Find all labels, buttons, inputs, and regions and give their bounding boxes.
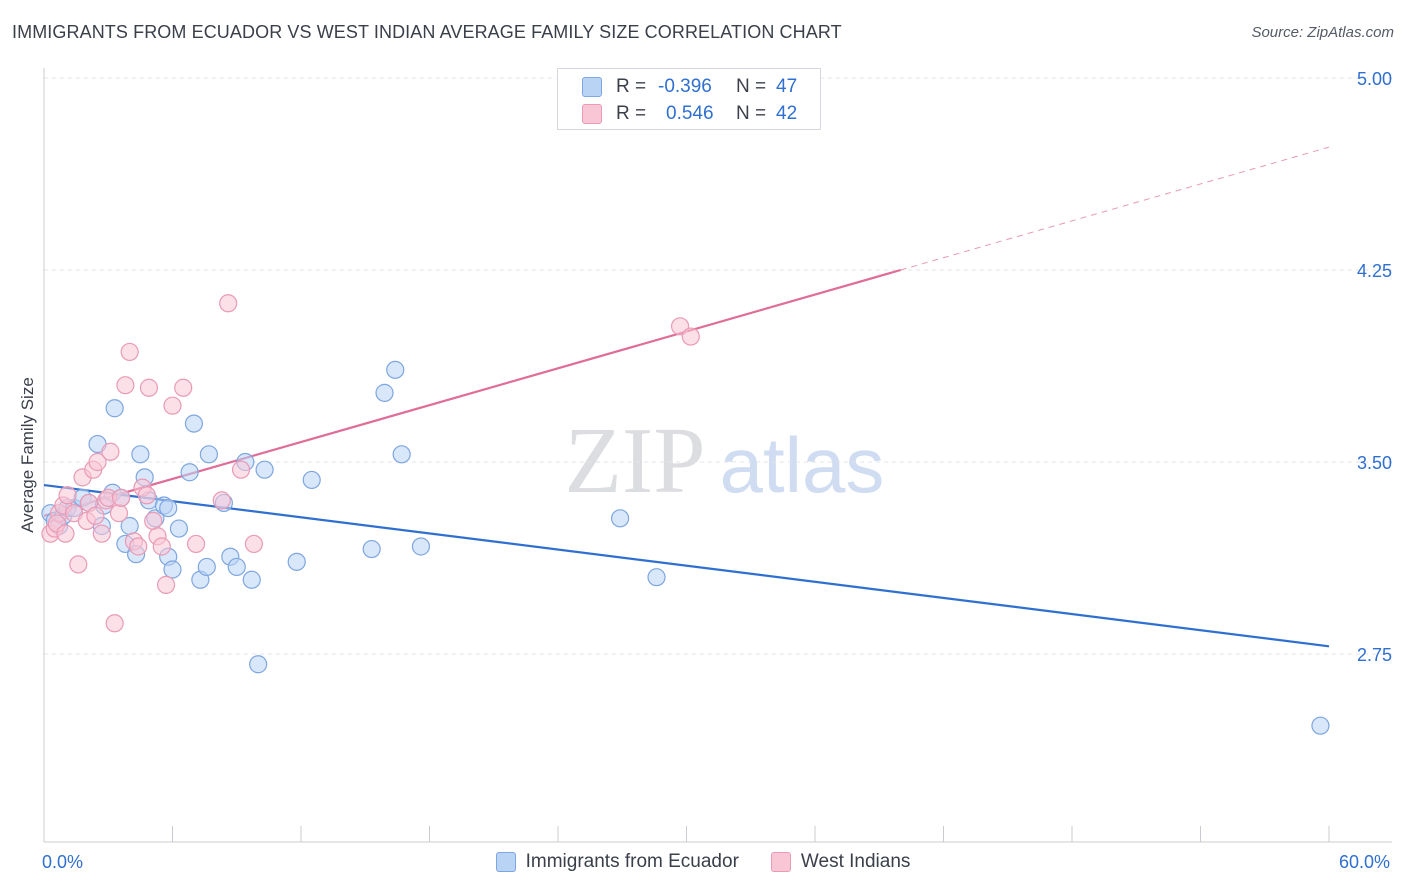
point-west-indians-35 [219, 294, 238, 313]
point-west-indians-29 [152, 537, 171, 556]
y-tick-label-1: 3.50 [1357, 453, 1392, 473]
point-west-indians-17 [105, 614, 124, 633]
point-west-indians-12 [88, 452, 107, 472]
series-legend: Immigrants from Ecuador West Indians [0, 851, 1406, 873]
point-ecuador-33 [227, 557, 246, 577]
legend-n-value: 47 [776, 76, 798, 97]
legend-n-value: 42 [776, 103, 798, 124]
point-west-indians-25 [137, 486, 156, 505]
point-west-indians-20 [116, 376, 135, 395]
point-west-indians-13 [92, 524, 111, 543]
point-ecuador-29 [197, 557, 216, 577]
point-ecuador-35 [242, 570, 261, 589]
point-west-indians-32 [174, 378, 193, 397]
watermark-atlas: atlas [720, 421, 885, 509]
legend-r-label: R = [616, 103, 647, 124]
point-ecuador-22 [159, 498, 178, 518]
x-tick-label-max: 60.0% [1338, 852, 1390, 872]
series-label-west-indians: West Indians [800, 851, 911, 872]
point-ecuador-38 [287, 552, 306, 571]
point-west-indians-31 [163, 396, 182, 415]
point-ecuador-30 [199, 445, 219, 464]
point-west-indians-16 [101, 442, 120, 461]
legend-n-label: N = [736, 103, 767, 124]
point-west-indians-36 [231, 460, 251, 479]
point-west-indians-6 [69, 555, 88, 574]
point-ecuador-27 [184, 414, 204, 433]
legend-r-value: -0.396 [658, 76, 712, 97]
point-ecuador-40 [362, 539, 381, 559]
axes [43, 68, 1392, 843]
series-legend-west-indians: West Indians [770, 851, 911, 873]
legend-n-label: N = [736, 76, 767, 97]
point-ecuador-26 [180, 463, 199, 482]
data-points [41, 294, 1330, 735]
legend-swatch-ecuador [582, 77, 602, 97]
legend-swatch-west-indians [582, 104, 602, 124]
trend-line-ecuador [43, 483, 1330, 648]
point-ecuador-36 [249, 655, 268, 674]
trend-extension-west-indians [900, 146, 1330, 271]
series-swatch-west-indians [770, 852, 791, 872]
point-ecuador-12 [105, 399, 124, 418]
legend-row-west-indians: R = 0.546 N = 42 [582, 101, 797, 127]
point-ecuador-41 [375, 383, 394, 402]
point-west-indians-41 [56, 524, 75, 543]
point-ecuador-46 [647, 568, 666, 587]
point-ecuador-24 [163, 560, 182, 579]
point-ecuador-42 [386, 360, 405, 379]
point-ecuador-44 [411, 537, 431, 556]
point-west-indians-23 [129, 537, 148, 556]
point-west-indians-18 [109, 504, 129, 523]
x-tick-label-min: 0.0% [42, 852, 84, 872]
source-label: Source: ZipAtlas.com [1251, 24, 1394, 41]
point-west-indians-34 [212, 491, 231, 510]
point-ecuador-25 [169, 519, 189, 538]
y-axis-title: Average Family Size [18, 377, 37, 533]
y-tick-labels: 2.75 3.50 4.25 5.00 [1357, 69, 1392, 665]
point-west-indians-21 [120, 342, 139, 362]
y-tick-label-2: 4.25 [1357, 261, 1392, 281]
point-west-indians-11 [86, 506, 105, 525]
legend-row-ecuador: R = -0.396 N = 47 [582, 74, 797, 100]
watermark-zip: ZIP [565, 409, 706, 513]
point-ecuador-45 [611, 509, 630, 528]
series-legend-ecuador: Immigrants from Ecuador [495, 851, 739, 873]
legend-r-label: R = [616, 76, 647, 97]
point-west-indians-39 [681, 327, 700, 346]
point-ecuador-17 [131, 445, 150, 464]
y-tick-label-0: 2.75 [1357, 645, 1392, 665]
chart-title: IMMIGRANTS FROM ECUADOR VS WEST INDIAN A… [12, 22, 842, 42]
series-swatch-ecuador [495, 852, 516, 872]
legend-r-value: 0.546 [666, 103, 714, 124]
y-tick-label-3: 5.00 [1357, 69, 1392, 89]
point-west-indians-30 [156, 575, 176, 594]
grid [44, 77, 1392, 655]
series-label-ecuador: Immigrants from Ecuador [525, 851, 739, 872]
point-ecuador-47 [1311, 716, 1330, 735]
correlation-legend: R = -0.396 N = 47 R = 0.546 N = 42 [557, 68, 821, 130]
point-west-indians-26 [139, 378, 159, 397]
point-ecuador-43 [392, 445, 411, 464]
point-west-indians-37 [244, 534, 263, 554]
point-ecuador-39 [302, 470, 321, 490]
point-west-indians-33 [186, 534, 206, 554]
point-west-indians-19 [111, 488, 131, 507]
point-west-indians-4 [58, 486, 77, 505]
point-ecuador-37 [255, 460, 274, 479]
watermark: ZIP atlas [565, 409, 885, 513]
point-west-indians-27 [144, 511, 163, 530]
